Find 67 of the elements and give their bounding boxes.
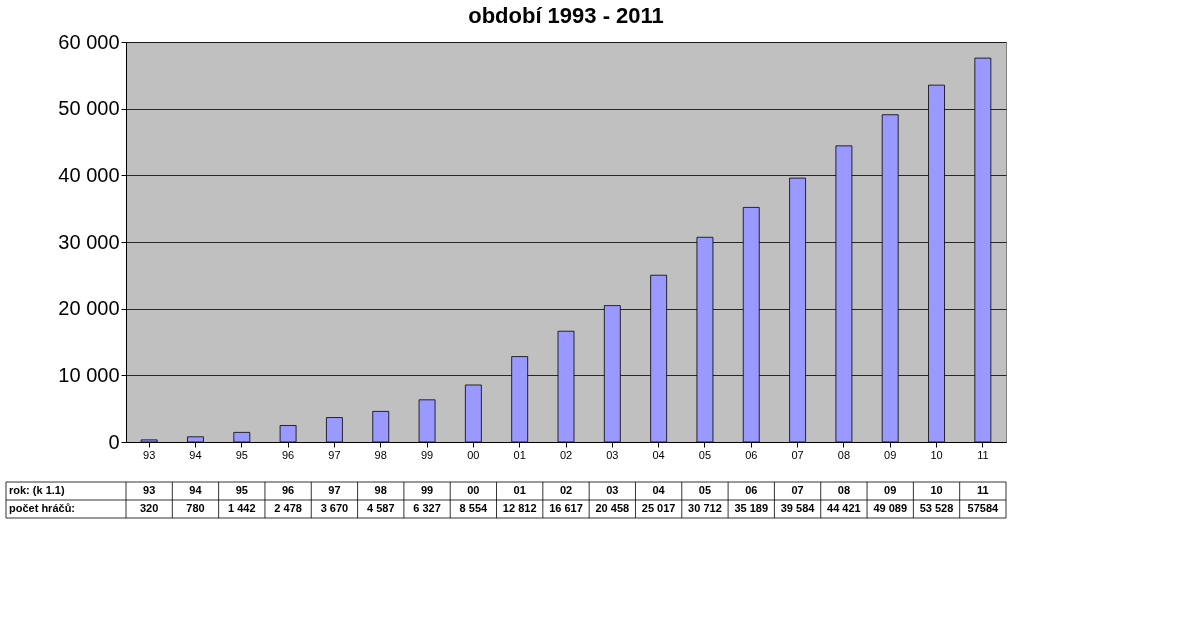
x-tick-label: 93 (143, 448, 156, 461)
data-label: 8 554 (459, 502, 489, 514)
x-tick-label: 07 (791, 448, 804, 461)
x-tick-label: 10 (930, 448, 943, 461)
x-tick-label: 95 (235, 448, 248, 461)
category-label: 97 (328, 484, 341, 496)
x-tick-label: 99 (420, 448, 434, 461)
x-tick-label: 06 (745, 448, 758, 461)
data-label: 3 670 (320, 502, 349, 514)
category-label: 96 (281, 484, 295, 496)
x-tick-label: 11 (977, 448, 989, 461)
category-label: 00 (467, 484, 480, 496)
data-label: 49 089 (873, 502, 908, 514)
data-label: 57584 (967, 502, 1000, 514)
chart-title: období 1993 - 2011 (468, 3, 664, 28)
category-label: 07 (791, 484, 804, 496)
x-tick-label: 03 (606, 448, 619, 461)
data-label: 20 458 (595, 502, 630, 514)
data-label: 1 442 (228, 502, 256, 514)
data-label: 780 (186, 502, 205, 514)
data-label: 53 528 (919, 502, 954, 514)
text: počet hráčů: (9, 502, 76, 514)
x-tick-label: 98 (374, 448, 387, 461)
category-label: 94 (189, 484, 202, 496)
category-label: 06 (745, 484, 758, 496)
data-label: 12 812 (502, 502, 537, 514)
y-tick-label: 0 (108, 430, 120, 453)
data-label: 39 584 (780, 502, 816, 514)
category-label: 11 (977, 484, 989, 496)
text: rok: (k 1.1) (9, 484, 65, 496)
x-tick-label: 94 (189, 448, 202, 461)
category-label: 95 (235, 484, 248, 496)
category-label: 93 (143, 484, 156, 496)
category-label: 10 (930, 484, 943, 496)
x-tick-label: 05 (698, 448, 712, 461)
data-label: 44 421 (827, 502, 861, 514)
x-tick-label: 02 (559, 448, 573, 461)
category-label: 04 (652, 484, 665, 496)
y-tick-label: 20 000 (58, 297, 120, 320)
category-label: 09 (884, 484, 897, 496)
data-label: 2 478 (274, 502, 302, 514)
data-label: 25 017 (641, 502, 676, 514)
x-tick-label: 00 (467, 448, 480, 461)
data-label: 6 327 (413, 502, 441, 514)
y-tick-label: 50 000 (58, 97, 120, 120)
category-label: 08 (837, 484, 851, 496)
data-label: 30 712 (688, 502, 722, 514)
x-tick-label: 96 (281, 448, 295, 461)
category-label: 03 (606, 484, 619, 496)
y-tick-label: 10 000 (58, 363, 120, 386)
y-tick-label: 30 000 (58, 230, 120, 253)
data-label: 16 617 (549, 502, 583, 514)
x-tick-label: 09 (884, 448, 897, 461)
category-label: 98 (374, 484, 387, 496)
category-label: 05 (698, 484, 712, 496)
data-label: 35 189 (734, 502, 769, 514)
category-label: 99 (420, 484, 434, 496)
x-tick-label: 97 (328, 448, 341, 461)
data-label: 320 (139, 502, 159, 514)
x-tick-label: 04 (652, 448, 665, 461)
data-label: 4 587 (366, 502, 395, 514)
category-label: 01 (513, 484, 526, 496)
y-tick-label: 60 000 (58, 30, 120, 53)
x-tick-label: 08 (837, 448, 851, 461)
category-label: 02 (559, 484, 573, 496)
x-tick-label: 01 (513, 448, 526, 461)
y-tick-label: 40 000 (58, 163, 120, 186)
